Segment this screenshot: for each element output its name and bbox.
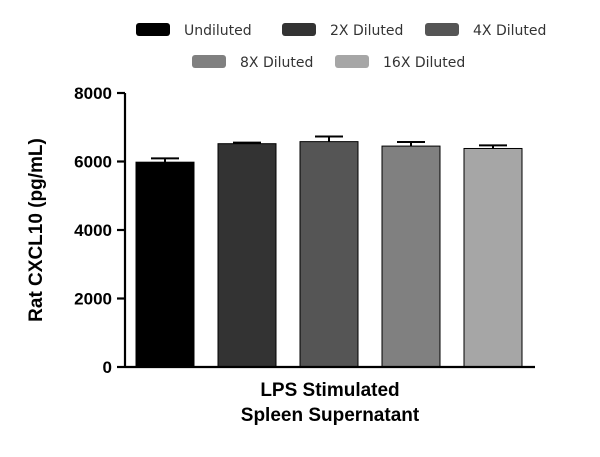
- bar: [217, 143, 277, 368]
- y-tick-label: 6000: [74, 153, 112, 172]
- legend-label: 2X Diluted: [330, 23, 403, 39]
- bar: [135, 161, 195, 368]
- legend-label: Undiluted: [184, 23, 252, 39]
- legend-label: 16X Diluted: [383, 55, 465, 71]
- legend-swatch: [136, 23, 170, 36]
- y-tick-label: 8000: [74, 84, 112, 103]
- legend-swatch: [282, 23, 316, 36]
- bars: [135, 135, 523, 368]
- y-tick-label: 4000: [74, 221, 112, 240]
- x-axis-title-line-2: Spleen Supernatant: [241, 405, 420, 426]
- y-axis: 0 2000 4000 6000 8000: [74, 84, 127, 377]
- x-axis-title-line-1: LPS Stimulated: [260, 380, 399, 401]
- legend-swatch: [425, 23, 459, 36]
- bar: [381, 145, 441, 368]
- legend-label: 4X Diluted: [473, 23, 546, 39]
- y-axis-title: Rat CXCL10 (pg/mL): [26, 138, 47, 322]
- bar: [463, 147, 523, 368]
- legend-swatch: [192, 55, 226, 68]
- bar: [299, 141, 359, 368]
- legend: Undiluted 2X Diluted 4X Diluted 8X Diluted 1…: [136, 23, 546, 71]
- legend-swatch: [335, 55, 369, 68]
- y-tick-label: 0: [103, 358, 112, 377]
- legend-label: 8X Diluted: [240, 55, 313, 71]
- y-tick-label: 2000: [74, 290, 112, 309]
